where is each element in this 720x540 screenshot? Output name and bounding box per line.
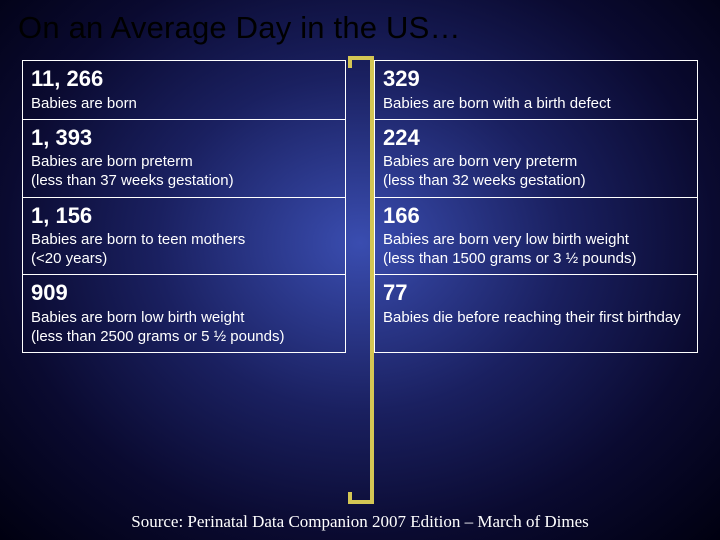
two-column-layout: 11, 266 Babies are born 1, 393 Babies ar… (0, 60, 720, 353)
stat-cell: 11, 266 Babies are born (23, 61, 345, 120)
stat-cell: 329 Babies are born with a birth defect (375, 61, 697, 120)
stat-number: 166 (383, 202, 689, 230)
stat-cell: 166 Babies are born very low birth weigh… (375, 198, 697, 276)
stat-desc: Babies are born (31, 93, 337, 113)
stat-cell: 1, 393 Babies are born preterm(less than… (23, 120, 345, 198)
stat-cell: 77 Babies die before reaching their firs… (375, 275, 697, 333)
left-column: 11, 266 Babies are born 1, 393 Babies ar… (22, 60, 346, 353)
stat-number: 1, 156 (31, 202, 337, 230)
stat-number: 77 (383, 279, 689, 307)
stat-number: 909 (31, 279, 337, 307)
stat-number: 11, 266 (31, 65, 337, 93)
stat-desc: Babies are born preterm(less than 37 wee… (31, 151, 337, 190)
stat-number: 1, 393 (31, 124, 337, 152)
stat-cell: 224 Babies are born very preterm(less th… (375, 120, 697, 198)
stat-number: 329 (383, 65, 689, 93)
slide-title: On an Average Day in the US… (0, 0, 720, 60)
stat-cell: 909 Babies are born low birth weight(les… (23, 275, 345, 352)
stat-number: 224 (383, 124, 689, 152)
stat-cell: 1, 156 Babies are born to teen mothers(<… (23, 198, 345, 276)
stat-desc: Babies are born with a birth defect (383, 93, 689, 113)
stat-desc: Babies die before reaching their first b… (383, 307, 689, 327)
stat-desc: Babies are born very preterm(less than 3… (383, 151, 689, 190)
stat-desc: Babies are born low birth weight(less th… (31, 307, 337, 346)
stat-desc: Babies are born to teen mothers(<20 year… (31, 229, 337, 268)
stat-desc: Babies are born very low birth weight(le… (383, 229, 689, 268)
source-citation: Source: Perinatal Data Companion 2007 Ed… (0, 512, 720, 532)
right-column: 329 Babies are born with a birth defect … (374, 60, 698, 353)
